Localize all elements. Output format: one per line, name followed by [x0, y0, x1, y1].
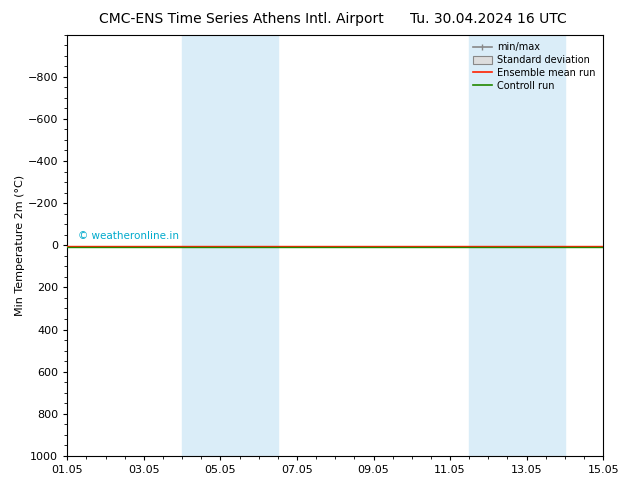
- Text: CMC-ENS Time Series Athens Intl. Airport: CMC-ENS Time Series Athens Intl. Airport: [98, 12, 384, 26]
- Text: © weatheronline.in: © weatheronline.in: [78, 231, 179, 241]
- Bar: [221, 35, 278, 456]
- Legend: min/max, Standard deviation, Ensemble mean run, Controll run: min/max, Standard deviation, Ensemble me…: [470, 40, 598, 94]
- Text: Tu. 30.04.2024 16 UTC: Tu. 30.04.2024 16 UTC: [410, 12, 567, 26]
- Bar: [182, 35, 221, 456]
- Bar: [469, 35, 507, 456]
- Y-axis label: Min Temperature 2m (°C): Min Temperature 2m (°C): [15, 175, 25, 316]
- Bar: [507, 35, 565, 456]
